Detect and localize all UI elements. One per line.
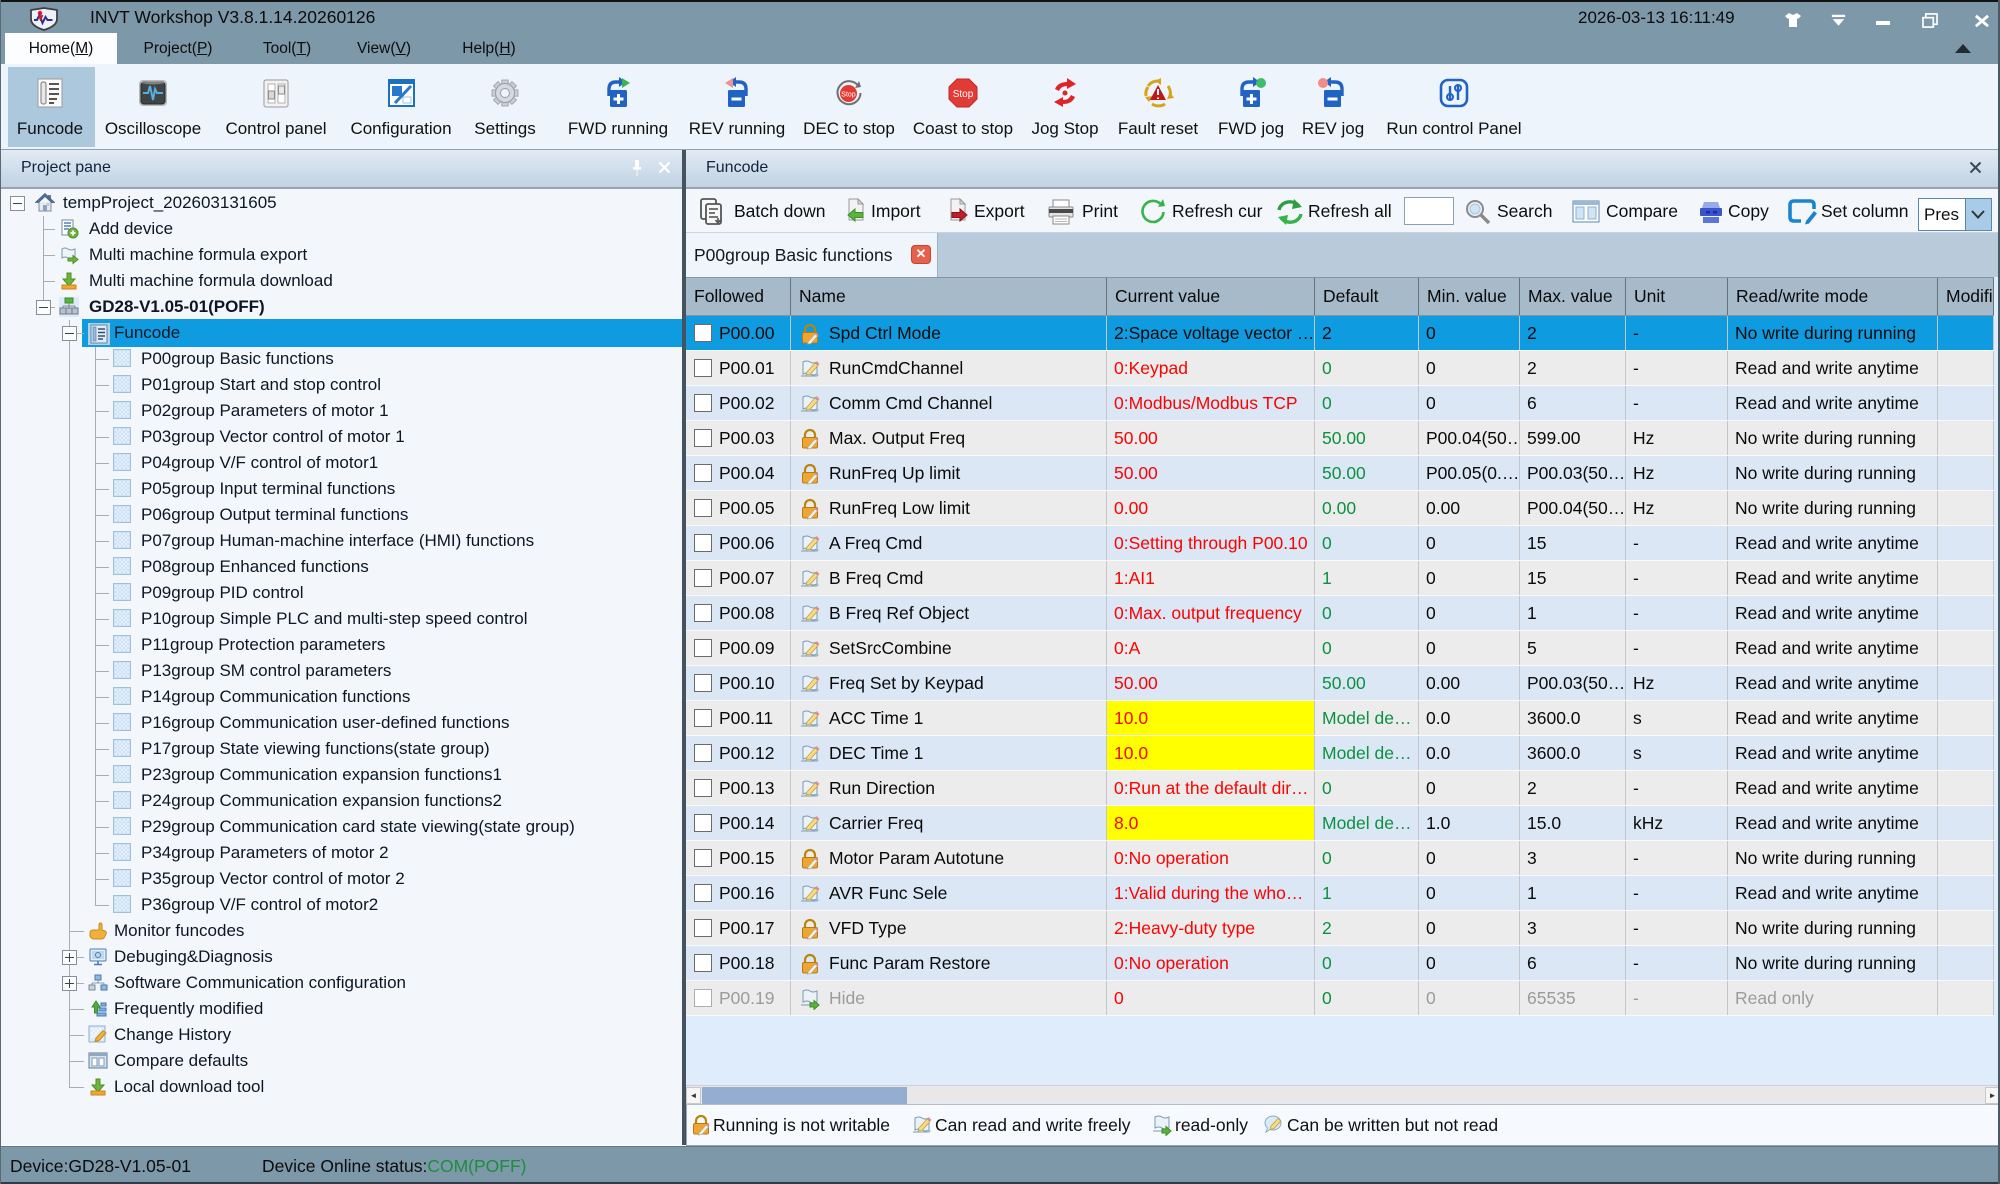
svg-text:Stop: Stop — [953, 89, 974, 100]
svg-text:Stop: Stop — [841, 92, 856, 99]
